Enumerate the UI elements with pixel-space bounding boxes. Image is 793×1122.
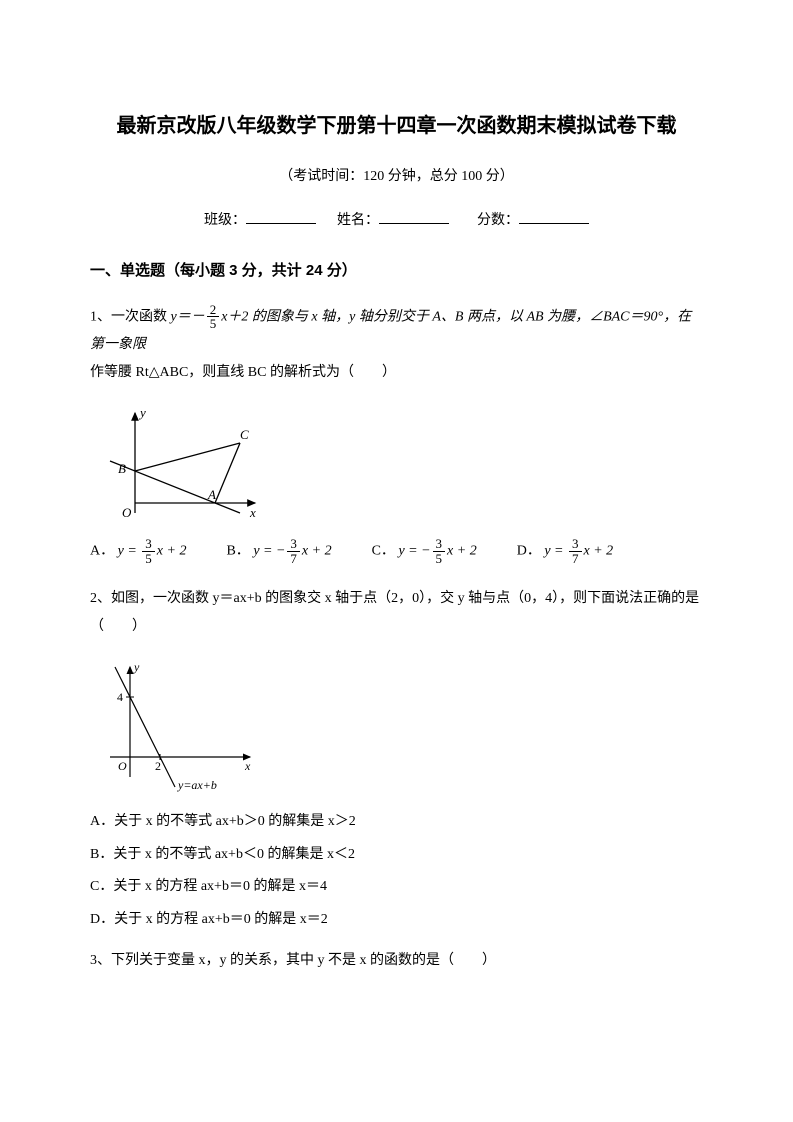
student-info-row: 班级： 姓名： 分数： xyxy=(90,210,703,232)
fig2-label-o: O xyxy=(118,759,127,773)
q1-optC-eq1: y = − xyxy=(398,544,430,559)
q1-optC-den: 5 xyxy=(433,552,446,566)
q2-option-c[interactable]: C．关于 x 的方程 ax+b＝0 的解是 x＝4 xyxy=(90,876,703,898)
q1-optC-label: C． xyxy=(372,544,395,559)
score-blank[interactable] xyxy=(519,210,589,224)
q1-optA-eq1: y = xyxy=(118,544,141,559)
q2-option-b[interactable]: B．关于 x 的不等式 ax+b＜0 的解集是 x＜2 xyxy=(90,844,703,866)
q1-optA-eq2: x + 2 xyxy=(157,544,187,559)
q2-option-a[interactable]: A．关于 x 的不等式 ax+b＞0 的解集是 x＞2 xyxy=(90,811,703,833)
q1-option-a[interactable]: A． y = 35x + 2 xyxy=(90,537,186,565)
q1-option-b[interactable]: B． y = −37x + 2 xyxy=(226,537,331,565)
q1-frac-num: 2 xyxy=(207,303,220,318)
fig1-label-y: y xyxy=(138,405,146,420)
q1-frac-den: 5 xyxy=(207,317,220,331)
fig2-label-y: y xyxy=(133,660,140,674)
q1-line2: 作等腰 Rt△ABC，则直线 BC 的解析式为（ ） xyxy=(90,365,396,380)
class-blank[interactable] xyxy=(246,210,316,224)
q1-optB-den: 7 xyxy=(287,552,300,566)
figure-1-svg: y x O B A C xyxy=(100,403,270,523)
question-3: 3、下列关于变量 x，y 的关系，其中 y 不是 x 的函数的是（ ） xyxy=(90,947,703,975)
q1-optB-eq2: x + 2 xyxy=(302,544,332,559)
fig2-label-x: x xyxy=(244,759,251,773)
q1-optD-eq1: y = xyxy=(544,544,567,559)
q1-option-d[interactable]: D． y = 37x + 2 xyxy=(517,537,613,565)
fig1-label-b: B xyxy=(118,461,126,476)
question-2: 2、如图，一次函数 y＝ax+b 的图象交 x 轴于点（2，0），交 y 轴与点… xyxy=(90,585,703,641)
q1-optA-label: A． xyxy=(90,544,114,559)
section-1-header: 一、单选题（每小题 3 分，共计 24 分） xyxy=(90,259,703,283)
score-label: 分数： xyxy=(477,213,519,228)
q1-optC-num: 3 xyxy=(433,537,446,552)
exam-subtitle: （考试时间：120 分钟，总分 100 分） xyxy=(90,166,703,188)
q1-frac: 25 xyxy=(207,303,220,331)
fig2-label-4: 4 xyxy=(117,690,123,704)
figure-2-svg: y x O 4 2 y=ax+b xyxy=(100,657,270,797)
q1-option-c[interactable]: C． y = −35x + 2 xyxy=(372,537,477,565)
fig2-label-2: 2 xyxy=(155,759,161,773)
q2-option-d[interactable]: D．关于 x 的方程 ax+b＝0 的解是 x＝2 xyxy=(90,909,703,931)
fig2-label-eq: y=ax+b xyxy=(177,778,217,792)
q1-optB-num: 3 xyxy=(287,537,300,552)
q1-prefix: 1、一次函数 xyxy=(90,309,171,324)
fig1-label-x: x xyxy=(249,505,256,520)
q1-optD-num: 3 xyxy=(569,537,582,552)
q1-optB-eq1: y = − xyxy=(253,544,285,559)
q1-optB-label: B． xyxy=(226,544,249,559)
name-label: 姓名： xyxy=(337,213,379,228)
q1-optA-num: 3 xyxy=(142,537,155,552)
q1-optD-den: 7 xyxy=(569,552,582,566)
class-label: 班级： xyxy=(204,213,246,228)
figure-2: y x O 4 2 y=ax+b xyxy=(100,657,703,797)
q1-eq1: y＝－ xyxy=(171,309,205,324)
q1-optA-den: 5 xyxy=(142,552,155,566)
figure-1: y x O B A C xyxy=(100,403,703,523)
q1-optC-eq2: x + 2 xyxy=(447,544,477,559)
q1-options: A． y = 35x + 2 B． y = −37x + 2 C． y = −3… xyxy=(90,537,703,565)
question-1: 1、一次函数 y＝－25x＋2 的图象与 x 轴，y 轴分别交于 A、B 两点，… xyxy=(90,303,703,387)
fig1-label-o: O xyxy=(122,505,132,520)
fig1-label-a: A xyxy=(207,487,216,502)
q1-optD-eq2: x + 2 xyxy=(584,544,614,559)
exam-title: 最新京改版八年级数学下册第十四章一次函数期末模拟试卷下载 xyxy=(90,110,703,142)
fig1-label-c: C xyxy=(240,427,249,442)
name-blank[interactable] xyxy=(379,210,449,224)
q1-optD-label: D． xyxy=(517,544,541,559)
